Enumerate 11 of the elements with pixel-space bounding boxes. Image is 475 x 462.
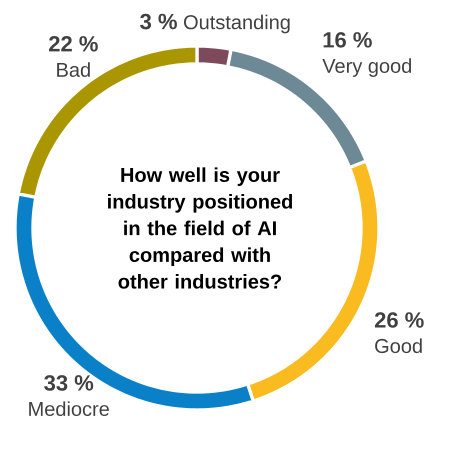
slice-label: Good	[375, 338, 422, 354]
slice-label: Bad	[57, 62, 90, 77]
data-label: 3 %	[140, 14, 177, 30]
slice-label: Outstanding	[184, 14, 290, 34]
data-label: 22 %	[49, 36, 98, 52]
data-label: 26 %	[374, 312, 424, 328]
text: How well is your industry positioned in the field of AI compared with other industries?	[108, 167, 292, 289]
data-label: 33 %	[44, 375, 94, 391]
slice-label: Mediocre	[29, 401, 109, 416]
data-label: 16 %	[324, 32, 372, 48]
slice-label: Very good	[322, 58, 412, 77]
